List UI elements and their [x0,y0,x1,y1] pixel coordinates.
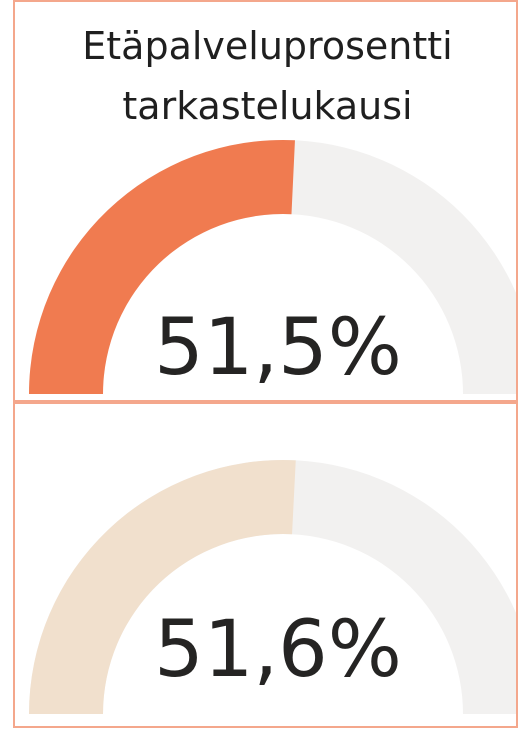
gauge-panel: 51,5% Etäpalveluprosentti tarkastelukaus… [13,0,518,402]
gauge: 51,5% [29,140,516,394]
gauge: 51,6% [29,460,516,714]
gauge-value-arc [29,460,296,714]
gauge-value-label: 51,6% [154,605,402,695]
gauge-value-label: 51,5% [154,303,402,393]
gauge-title: Etäpalveluprosentti tarkastelukausi [82,24,453,128]
gauge-panel: 51,6% [13,402,518,728]
gauge-value-arc [29,140,295,394]
